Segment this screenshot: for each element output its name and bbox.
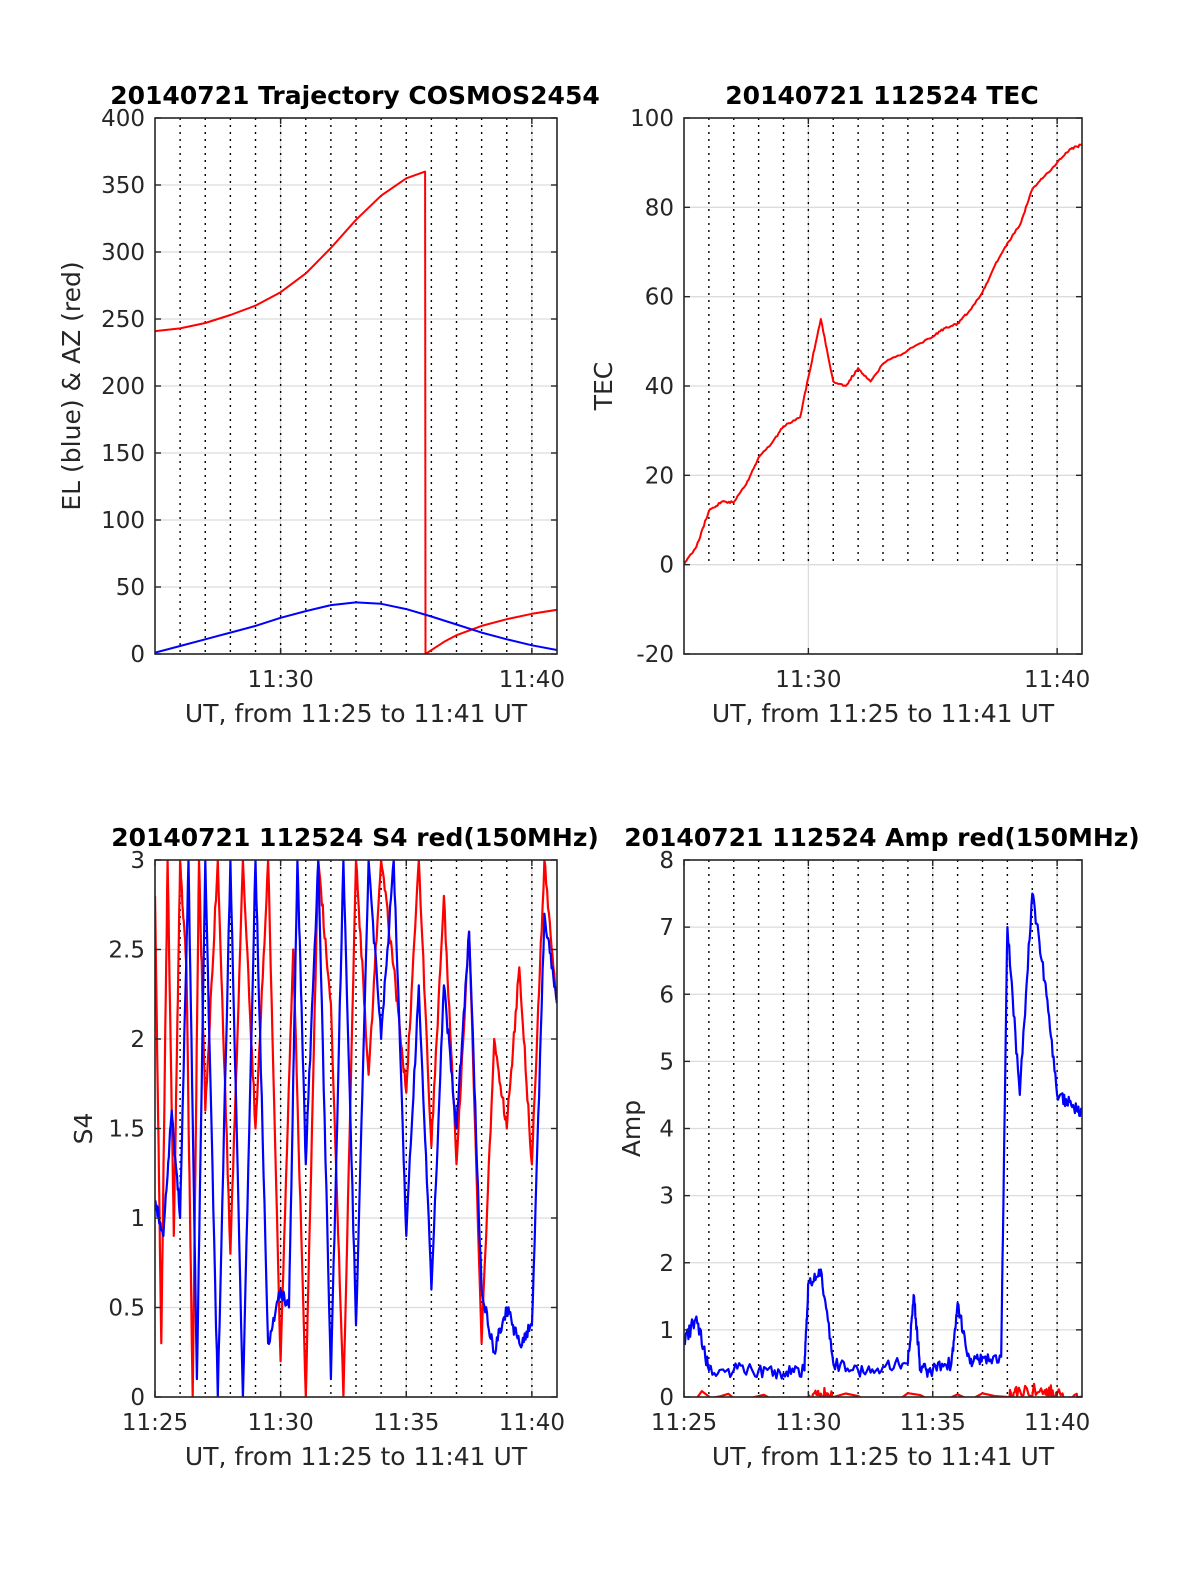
- y-tick-label: 1: [130, 1206, 145, 1232]
- y-tick-label: 0.5: [108, 1296, 145, 1322]
- chart-title: 20140721 Trajectory COSMOS2454: [110, 81, 600, 110]
- y-axis-label: Amp: [617, 1100, 646, 1157]
- x-tick-label: 11:30: [775, 667, 841, 693]
- series-line-1: [684, 892, 1082, 1380]
- y-tick-label: 3: [659, 1184, 674, 1210]
- x-tick-label: 11:25: [651, 1410, 717, 1436]
- y-tick-label: 1.5: [108, 1117, 145, 1143]
- y-tick-label: 0: [130, 642, 145, 668]
- x-tick-label: 11:30: [247, 1410, 313, 1436]
- series-line-1: [684, 143, 1082, 566]
- y-tick-label: 250: [101, 307, 145, 333]
- chart-panel-4: 0 1 2 3 4 5 6 7 8 11:25 11:30 11:35 11:40 20140721 11…: [617, 823, 1140, 1471]
- y-tick-label: 0: [659, 553, 674, 579]
- x-tick-label: 11:35: [900, 1410, 966, 1436]
- chart-title: 20140721 112524 Amp red(150MHz): [624, 823, 1140, 852]
- x-axis-label: UT, from 11:25 to 11:41 UT: [712, 699, 1055, 728]
- y-tick-label: 40: [645, 374, 674, 400]
- y-tick-label: 150: [101, 441, 145, 467]
- y-tick-label: 350: [101, 173, 145, 199]
- chart-title: 20140721 112524 TEC: [725, 81, 1038, 110]
- y-tick-label: 400: [101, 106, 145, 132]
- y-tick-label: 0: [659, 1385, 674, 1411]
- series-line-2: [155, 601, 557, 654]
- y-tick-label: 100: [101, 508, 145, 534]
- y-tick-label: 50: [116, 575, 145, 601]
- chart-panel-2: -20 0 20 40 60 80 100 11:30 11:40 20140721 112524…: [589, 81, 1090, 728]
- chart-title: 20140721 112524 S4 red(150MHz): [111, 823, 599, 852]
- x-tick-label: 11:30: [247, 667, 313, 693]
- y-tick-label: -20: [636, 642, 674, 668]
- y-tick-label: 0: [130, 1385, 145, 1411]
- x-tick-label: 11:40: [499, 1410, 565, 1436]
- y-tick-label: 2.5: [108, 938, 145, 964]
- y-tick-label: 8: [659, 848, 674, 874]
- y-tick-label: 20: [645, 463, 674, 489]
- y-tick-label: 3: [130, 848, 145, 874]
- y-tick-label: 80: [645, 195, 674, 221]
- chart-panel-1: 0 50 100 150 200 250 300 350 400 11:30 11:40 201407…: [57, 81, 600, 728]
- x-tick-label: 11:35: [373, 1410, 439, 1436]
- y-tick-label: 6: [659, 982, 674, 1008]
- series-line-1: [155, 170, 557, 654]
- x-axis-label: UT, from 11:25 to 11:41 UT: [712, 1442, 1055, 1471]
- y-tick-label: 7: [659, 915, 674, 941]
- x-tick-label: 11:30: [775, 1410, 841, 1436]
- y-tick-label: 300: [101, 240, 145, 266]
- y-tick-label: 100: [630, 106, 674, 132]
- x-tick-label: 11:40: [1024, 667, 1090, 693]
- series-line-1: [155, 860, 557, 1397]
- x-tick-label: 11:25: [122, 1410, 188, 1436]
- y-tick-label: 4: [659, 1117, 674, 1143]
- chart-panel-3: 0 0.5 1 1.5 2 2.5 3 11:25 11:30 11:35 11:40 2014072…: [69, 823, 599, 1471]
- y-tick-label: 200: [101, 374, 145, 400]
- y-tick-label: 60: [645, 285, 674, 311]
- series-line-2: [155, 860, 557, 1397]
- y-tick-label: 2: [659, 1251, 674, 1277]
- y-tick-label: 5: [659, 1049, 674, 1075]
- x-tick-label: 11:40: [499, 667, 565, 693]
- x-axis-label: UT, from 11:25 to 11:41 UT: [185, 1442, 528, 1471]
- y-axis-label: TEC: [589, 362, 618, 412]
- y-axis-label: EL (blue) & AZ (red): [57, 261, 86, 510]
- y-tick-label: 2: [130, 1027, 145, 1053]
- x-axis-label: UT, from 11:25 to 11:41 UT: [185, 699, 528, 728]
- y-tick-label: 1: [659, 1318, 674, 1344]
- x-tick-label: 11:40: [1024, 1410, 1090, 1436]
- y-axis-label: S4: [69, 1113, 98, 1145]
